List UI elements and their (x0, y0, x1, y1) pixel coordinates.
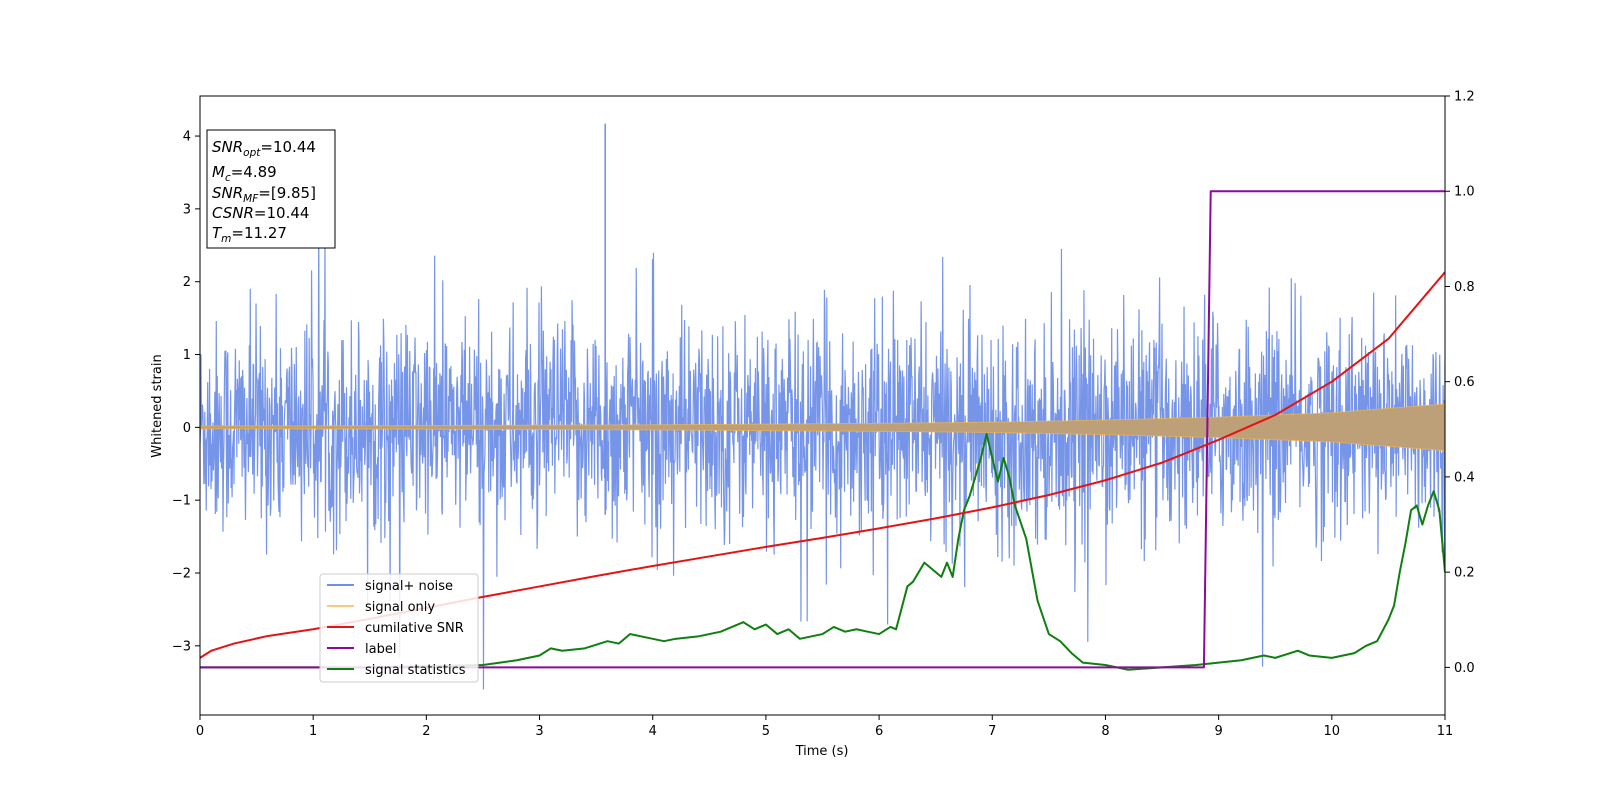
y2-tick-label: 0.6 (1454, 375, 1475, 390)
x-tick-label: 10 (1324, 724, 1341, 739)
x-tick-label: 2 (422, 724, 430, 739)
y-tick-label: 3 (183, 202, 191, 217)
y-tick-label: 0 (183, 421, 191, 436)
y-tick-label: 2 (183, 275, 191, 290)
x-axis: 0 1 2 3 4 5 6 7 8 9 10 11 (196, 715, 1453, 739)
x-tick-label: 1 (309, 724, 317, 739)
y-axis-right: 0.0 0.2 0.4 0.6 0.8 1.0 1.2 (1445, 90, 1475, 676)
legend-label-cumulative-snr: cumilative SNR (365, 621, 464, 636)
y-tick-label: 4 (183, 130, 191, 145)
x-tick-label: 3 (535, 724, 543, 739)
y2-tick-label: 1.2 (1454, 90, 1475, 105)
annotation-frame (206, 129, 336, 249)
x-tick-label: 5 (762, 724, 770, 739)
annotation-tm: Tm=11.27 (212, 224, 287, 245)
x-tick-label: 6 (875, 724, 883, 739)
x-tick-label: 8 (1101, 724, 1109, 739)
y2-tick-label: 0.2 (1454, 566, 1475, 581)
series-cumulative-snr (200, 271, 1445, 659)
annotation-snr-opt: SNRopt=10.44 (212, 138, 316, 159)
y-tick-label: 1 (183, 348, 191, 363)
legend-entry-signal-only: signal only (327, 600, 435, 615)
legend-frame (319, 573, 479, 683)
x-tick-label: 7 (988, 724, 996, 739)
plot-frame (199, 95, 1446, 716)
legend: signal+ noise signal only cumilative SNR… (319, 573, 479, 683)
annotation-snr-mf: SNRMF=[9.85] (212, 184, 316, 205)
y-axis-left: −3 −2 −1 0 1 2 3 4 (172, 130, 200, 654)
y-tick-label: −3 (172, 639, 191, 654)
x-tick-label: 0 (196, 724, 204, 739)
series-signal-statistics (200, 433, 1445, 671)
y2-tick-label: 1.0 (1454, 185, 1475, 200)
legend-label-label: label (365, 642, 396, 657)
legend-label-signal-only: signal only (365, 600, 435, 615)
annotation-mc: Mc=4.89 (212, 163, 277, 184)
legend-label-signal-statistics: signal statistics (365, 663, 466, 678)
y2-tick-label: 0.4 (1454, 470, 1475, 485)
series-label (200, 190, 1445, 669)
x-tick-label: 11 (1437, 724, 1454, 739)
series-signal-only (200, 403, 1445, 452)
stats-annotation-box: SNRopt=10.44 Mc=4.89 SNRMF=[9.85] CSNR=1… (206, 129, 336, 249)
legend-label-signal-noise: signal+ noise (365, 579, 453, 594)
legend-entry-signal-statistics: signal statistics (327, 663, 466, 678)
legend-entry-signal-noise: signal+ noise (327, 579, 453, 594)
y-tick-label: −1 (172, 494, 191, 509)
x-axis-label: Time (s) (795, 744, 849, 759)
legend-entry-cumulative-snr: cumilative SNR (327, 621, 464, 636)
x-tick-label: 4 (649, 724, 657, 739)
legend-entry-label: label (327, 642, 396, 657)
y2-tick-label: 0.0 (1454, 661, 1475, 676)
annotation-csnr: CSNR=10.44 (212, 204, 309, 222)
plot-area (200, 123, 1445, 690)
y-tick-label: −2 (172, 566, 191, 581)
x-tick-label: 9 (1214, 724, 1222, 739)
y-axis-label: Whitened strain (150, 354, 165, 457)
y2-tick-label: 0.8 (1454, 280, 1475, 295)
